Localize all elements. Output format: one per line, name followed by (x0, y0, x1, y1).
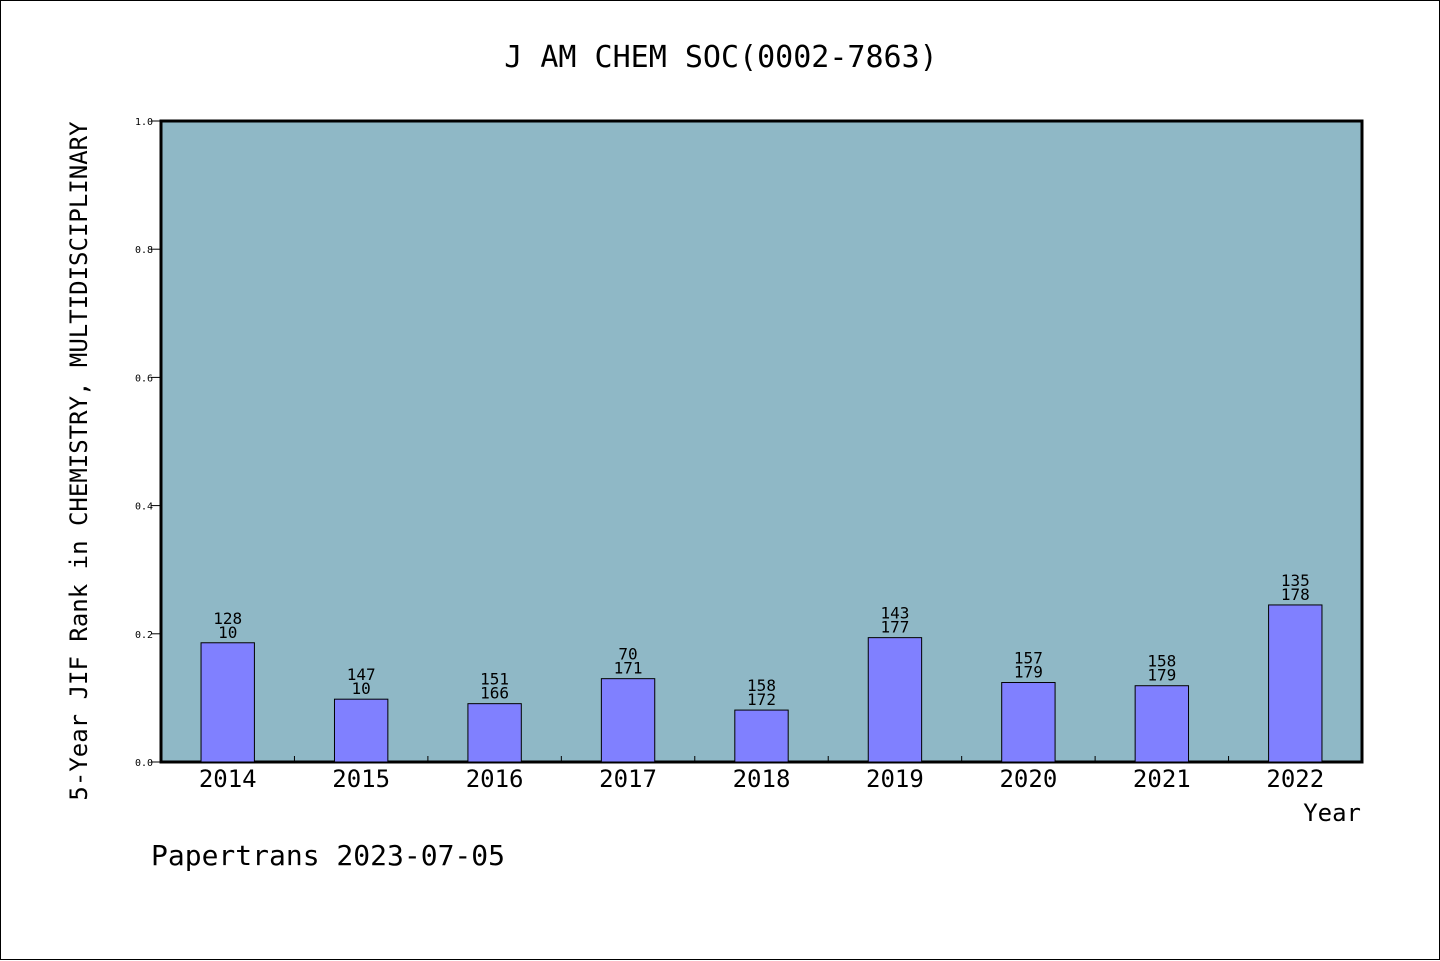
bar-label-top: 135 (1281, 571, 1310, 590)
x-tick-label: 2016 (466, 765, 524, 793)
bars (200, 604, 1323, 763)
bar-label-top: 151 (480, 670, 509, 689)
footer-text: Papertrans 2023-07-05 (151, 839, 505, 872)
bar-2022 (1268, 604, 1323, 763)
bar-label-top: 128 (213, 609, 242, 628)
bar-2016 (467, 703, 522, 763)
x-tick-label: 2018 (733, 765, 791, 793)
bar-label-bottom: 178 (1281, 585, 1310, 604)
bar-label-bottom: 166 (480, 684, 509, 703)
bar-2021 (1134, 685, 1190, 763)
bar-2015 (333, 698, 389, 763)
bar-label-bottom: 177 (880, 618, 909, 637)
bar-2018 (734, 709, 789, 763)
bar-label-top: 143 (880, 604, 909, 623)
y-axis-ticks: 0.0 0.2 0.4 0.6 0.8 1.0 (135, 117, 161, 769)
bar-2014 (200, 642, 255, 763)
y-tick-label: 1.0 (135, 117, 153, 128)
bar-label-top: 147 (347, 665, 376, 684)
y-tick-label: 0.6 (135, 373, 153, 384)
bar-2020 (1001, 682, 1056, 763)
x-tick-label: 2015 (332, 765, 390, 793)
y-axis-label: 5-Year JIF Rank in CHEMISTRY, MULTIDISCI… (65, 121, 93, 801)
bar-2019 (867, 637, 923, 763)
bar-label-top: 70 (618, 645, 637, 664)
y-tick-label: 0.2 (135, 630, 153, 641)
x-axis-ticks: 2014 2015 2016 2017 2018 2019 2020 2021 2022 (199, 756, 1324, 793)
x-tick-label: 2020 (999, 765, 1057, 793)
bar-label-bottom: 172 (747, 690, 776, 709)
bar-2017 (600, 678, 656, 763)
bar-label-top: 157 (1014, 649, 1043, 668)
y-tick-label: 0.8 (135, 245, 153, 256)
bar-label-bottom: 10 (352, 679, 371, 698)
bar-label-top: 158 (747, 676, 776, 695)
x-tick-label: 2014 (199, 765, 257, 793)
bar-label-bottom: 179 (1147, 666, 1176, 685)
bar-label-bottom: 10 (218, 623, 237, 642)
bar-label-top: 158 (1147, 652, 1176, 671)
y-tick-label: 0.0 (135, 758, 153, 769)
chart-title: J AM CHEM SOC(0002-7863) (504, 40, 937, 75)
bar-labels: 1281014710151166701711581721431771571791… (213, 571, 1309, 709)
x-tick-label: 2021 (1133, 765, 1191, 793)
x-tick-label: 2022 (1266, 765, 1324, 793)
bar-label-bottom: 179 (1014, 663, 1043, 682)
x-axis-label: Year (1303, 799, 1361, 827)
y-tick-label: 0.4 (135, 502, 153, 513)
x-tick-label: 2019 (866, 765, 924, 793)
plot-area (159, 119, 1364, 764)
x-tick-label: 2017 (599, 765, 657, 793)
bar-label-bottom: 171 (614, 659, 643, 678)
